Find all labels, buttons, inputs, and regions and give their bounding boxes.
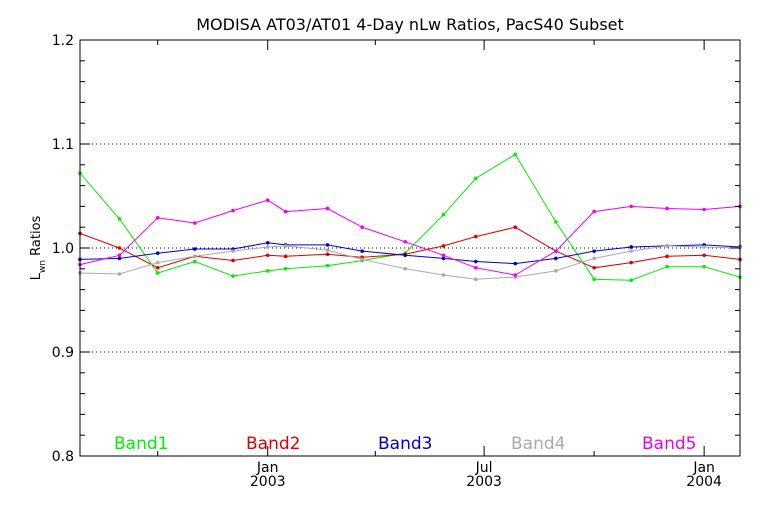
data-point-band4 [117, 272, 122, 276]
data-point-band4 [192, 254, 197, 259]
data-point-band1 [155, 271, 160, 275]
data-point-band1 [473, 176, 478, 181]
data-point-band2 [441, 244, 446, 248]
data-point-band1 [513, 152, 518, 157]
data-point-band1 [192, 259, 197, 264]
data-point-band5 [265, 198, 270, 202]
x-tick-month: Jan [256, 460, 279, 476]
legend: Band1 Band2 Band3 Band4 Band5 [114, 434, 696, 454]
data-point-band4 [441, 273, 446, 277]
data-point-band1 [283, 267, 288, 271]
data-point-band3 [513, 261, 518, 266]
data-point-band5 [155, 216, 160, 220]
data-point-band3 [155, 251, 160, 255]
data-point-band4 [155, 260, 160, 265]
data-point-band5 [117, 253, 122, 258]
data-point-band3 [629, 245, 633, 249]
data-point-band1 [117, 217, 122, 221]
data-point-band4 [554, 269, 558, 273]
data-point-band2 [629, 260, 633, 265]
x-tick-year: 2003 [250, 474, 286, 490]
legend-band3: Band3 [378, 434, 432, 454]
chart-title: MODISA AT03/AT01 4-Day nLw Ratios, PacS4… [196, 15, 624, 34]
data-point-band2 [265, 253, 270, 258]
data-point-band5 [473, 265, 478, 270]
data-point-band5 [325, 206, 330, 211]
data-point-band2 [665, 254, 669, 259]
data-point-band1 [441, 212, 446, 217]
y-axis-label: Lwn Ratios [29, 215, 48, 280]
data-point-band1 [665, 264, 669, 269]
data-point-band5 [592, 209, 596, 214]
data-point-band5 [403, 239, 408, 244]
legend-band4: Band4 [511, 434, 565, 454]
legend-band5: Band5 [642, 434, 696, 454]
data-point-band4 [702, 245, 706, 249]
data-point-band1 [554, 220, 558, 224]
legend-band2: Band2 [246, 434, 300, 454]
data-point-band4 [265, 245, 270, 249]
data-point-band5 [360, 225, 364, 229]
data-point-band2 [513, 225, 518, 229]
data-point-band2 [117, 246, 122, 250]
data-point-band4 [665, 244, 669, 248]
data-point-band4 [592, 256, 596, 261]
data-point-band5 [441, 253, 446, 258]
data-point-band3 [360, 249, 364, 253]
data-point-band5 [629, 204, 633, 209]
data-point-band5 [513, 273, 518, 277]
data-point-band4 [325, 248, 330, 252]
x-tick-month: Jan [692, 460, 715, 476]
data-point-band2 [702, 253, 706, 258]
data-point-band1 [265, 269, 270, 273]
data-point-band1 [231, 274, 235, 278]
data-point-band4 [360, 257, 364, 262]
data-point-band1 [592, 277, 596, 282]
data-point-band5 [192, 221, 197, 225]
data-point-band3 [117, 256, 122, 261]
data-point-band3 [554, 256, 558, 261]
data-point-band2 [231, 258, 235, 263]
data-point-band3 [403, 253, 408, 258]
x-tick-year: 2004 [686, 474, 722, 490]
data-point-band3 [592, 249, 596, 253]
data-point-band1 [702, 264, 706, 269]
y-tick-label: 0.8 [52, 449, 74, 465]
data-point-band2 [473, 234, 478, 239]
data-point-band5 [554, 249, 558, 253]
data-point-band5 [702, 207, 706, 212]
data-point-band4 [283, 244, 288, 248]
data-point-band3 [325, 243, 330, 247]
y-tick-label: 1.0 [52, 241, 74, 257]
data-point-band5 [283, 209, 288, 214]
y-tick-label: 1.1 [52, 137, 74, 153]
data-point-band5 [665, 206, 669, 211]
data-point-band2 [325, 252, 330, 257]
data-point-band4 [403, 267, 408, 271]
data-point-band3 [441, 256, 446, 261]
series-lines [78, 152, 742, 283]
series-line-band5 [79, 199, 741, 276]
y-tick-label: 1.2 [52, 33, 74, 49]
data-point-band4 [629, 249, 633, 253]
data-point-band4 [231, 249, 235, 253]
data-point-band1 [629, 278, 633, 283]
data-point-band2 [283, 254, 288, 259]
data-point-band3 [192, 247, 197, 251]
legend-band1: Band1 [114, 434, 168, 454]
x-tick-month: Jul [475, 460, 493, 476]
data-point-band3 [473, 259, 478, 264]
data-point-band2 [155, 265, 160, 270]
x-tick-year: 2003 [466, 474, 502, 490]
series-line-band2 [79, 226, 741, 269]
data-point-band1 [325, 263, 330, 268]
y-axis: 0.8 0.9 1.0 1.1 1.2 [52, 33, 740, 465]
data-point-band4 [473, 277, 478, 282]
y-tick-label: 0.9 [52, 345, 74, 361]
data-point-band3 [265, 241, 270, 245]
data-point-band5 [231, 208, 235, 213]
data-point-band2 [592, 265, 596, 270]
